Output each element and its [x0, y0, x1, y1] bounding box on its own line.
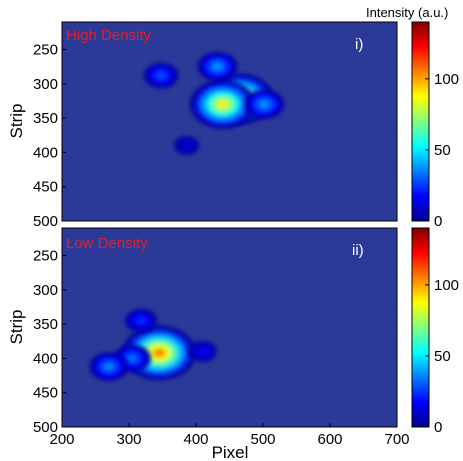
plot-frame: [61, 21, 398, 222]
y-axis-ticks: 250 300 350 400 450 500: [33, 41, 66, 230]
colorbar-title: Intensity (a.u.): [366, 5, 448, 20]
y-tick-label: 400: [33, 144, 58, 161]
colorbar-ticks: 0 50 100: [425, 277, 459, 436]
heatmap-blobs: [89, 308, 218, 382]
x-tick-label: 300: [116, 431, 141, 448]
panel-label: Low Density: [66, 235, 148, 252]
heatmap-blob: [173, 136, 200, 156]
colorbar-tick-label: 50: [434, 142, 451, 159]
colorbar-top: 0 50 100: [411, 21, 459, 230]
y-axis-ticks: 250 300 350 400 450 500: [33, 247, 66, 436]
heatmap-blob: [143, 62, 179, 89]
colorbar-tick-label: 50: [434, 348, 451, 365]
y-tick-label: 300: [33, 282, 58, 299]
colorbar-tick-label: 100: [434, 277, 459, 294]
heatmap-blob: [189, 79, 256, 129]
y-tick-label: 450: [33, 385, 58, 402]
panel-label: High Density: [66, 27, 152, 44]
x-tick-label: 700: [384, 431, 409, 448]
x-tick-label: 500: [250, 431, 275, 448]
y-tick-label: 300: [33, 76, 58, 93]
plot-frame: [61, 227, 398, 428]
x-tick-label: 400: [183, 431, 208, 448]
colorbar-tick-label: 0: [434, 213, 442, 230]
heatmap-blob: [197, 51, 238, 82]
colorbar-tick-label: 0: [434, 419, 442, 436]
colorbar-tick-label: 100: [434, 71, 459, 88]
y-tick-label: 500: [33, 419, 58, 436]
x-axis-ticks: 200 300 400 500 600 700: [49, 423, 410, 448]
colorbar-bottom: 0 50 100: [411, 227, 459, 436]
panel-high-density: High Density i) 250 300 350 400 450 500 Strip: [7, 21, 398, 230]
colorbar-ticks: 0 50 100: [425, 71, 459, 230]
colorbar-gradient: [411, 21, 430, 222]
y-tick-label: 350: [33, 316, 58, 333]
heatmap-blob: [124, 308, 158, 333]
heatmap-blob: [244, 89, 285, 120]
x-tick-label: 200: [49, 431, 74, 448]
x-axis-label: Pixel: [212, 443, 249, 461]
y-tick-label: 250: [33, 247, 58, 264]
heatmap-blob: [188, 340, 218, 363]
heatmap-background: [62, 228, 397, 427]
heatmap-blob: [89, 352, 129, 382]
panel-tag: i): [355, 36, 363, 53]
y-tick-label: 400: [33, 350, 58, 367]
y-axis-label: Strip: [7, 310, 26, 345]
y-axis-label: Strip: [7, 104, 26, 139]
y-tick-label: 250: [33, 41, 58, 58]
panel-low-density: Low Density ii) 250 300 350 400 450 500 200 30…: [7, 227, 410, 461]
y-tick-label: 500: [33, 213, 58, 230]
colorbar-gradient: [411, 227, 430, 428]
heatmap-blobs: [143, 51, 285, 156]
panel-tag: ii): [352, 242, 364, 259]
x-tick-label: 600: [317, 431, 342, 448]
y-tick-label: 350: [33, 110, 58, 127]
y-tick-label: 450: [33, 179, 58, 196]
